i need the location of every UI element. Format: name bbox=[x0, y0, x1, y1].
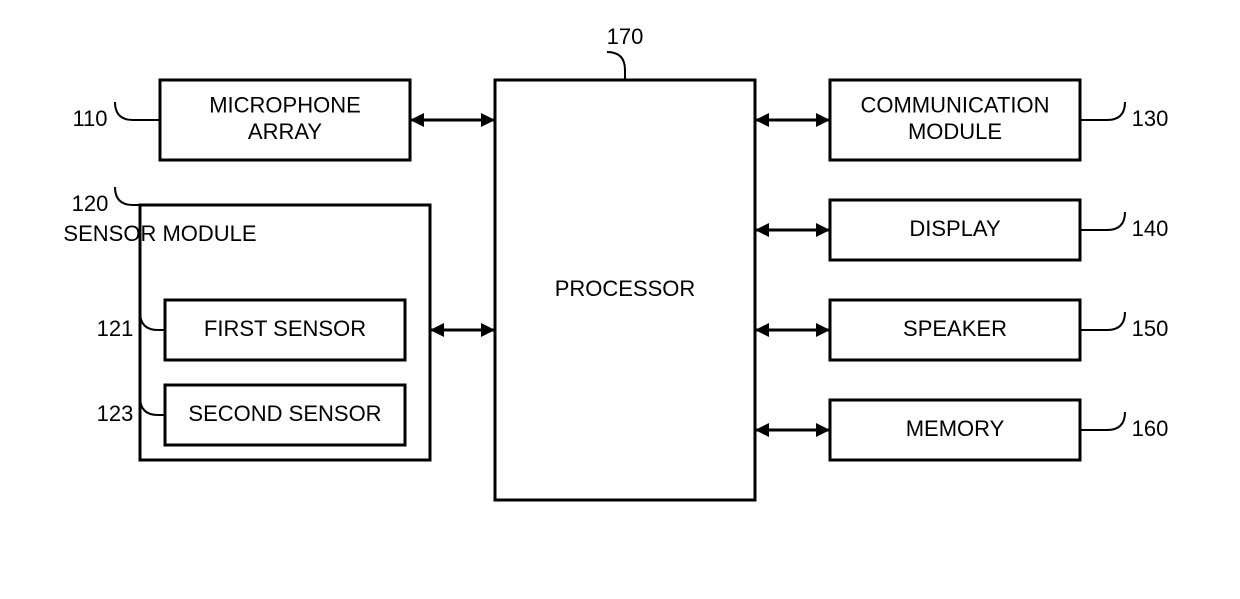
arrowhead bbox=[816, 113, 830, 127]
ref-leader bbox=[115, 187, 140, 205]
first-sensor-label: FIRST SENSOR bbox=[204, 316, 366, 341]
ref-leader bbox=[140, 312, 165, 330]
arrowhead bbox=[755, 323, 769, 337]
ref-leader bbox=[607, 52, 625, 80]
ref-number: 170 bbox=[607, 24, 644, 49]
sensor-module-label: SENSOR MODULE bbox=[63, 221, 256, 246]
ref-number: 160 bbox=[1132, 416, 1169, 441]
memory-label: MEMORY bbox=[906, 416, 1005, 441]
arrowhead bbox=[481, 323, 495, 337]
ref-leader bbox=[1080, 312, 1125, 330]
microphone-array-label: MICROPHONE bbox=[209, 93, 361, 118]
ref-leader bbox=[1080, 102, 1125, 120]
arrowhead bbox=[816, 323, 830, 337]
ref-number: 150 bbox=[1132, 316, 1169, 341]
ref-number: 140 bbox=[1132, 216, 1169, 241]
arrowhead bbox=[816, 423, 830, 437]
ref-leader bbox=[140, 397, 165, 415]
ref-leader bbox=[1080, 412, 1125, 430]
communication-module-label: COMMUNICATION bbox=[860, 93, 1049, 118]
second-sensor-label: SECOND SENSOR bbox=[188, 401, 381, 426]
ref-number: 130 bbox=[1132, 106, 1169, 131]
ref-leader bbox=[1080, 212, 1125, 230]
ref-number: 121 bbox=[97, 316, 134, 341]
arrowhead bbox=[816, 223, 830, 237]
block-diagram: PROCESSOR MICROPHONEARRAY SENSOR MODULE FIR… bbox=[0, 0, 1240, 599]
arrowhead bbox=[410, 113, 424, 127]
ref-leader bbox=[115, 102, 160, 120]
ref-number: 120 bbox=[72, 191, 109, 216]
arrowhead bbox=[755, 423, 769, 437]
display-label: DISPLAY bbox=[909, 216, 1001, 241]
ref-number: 110 bbox=[72, 106, 107, 131]
arrowhead bbox=[481, 113, 495, 127]
ref-number: 123 bbox=[97, 401, 134, 426]
arrowhead bbox=[755, 223, 769, 237]
communication-module-label: MODULE bbox=[908, 119, 1002, 144]
processor-label: PROCESSOR bbox=[555, 276, 696, 301]
arrowhead bbox=[755, 113, 769, 127]
microphone-array-label: ARRAY bbox=[248, 119, 322, 144]
arrowhead bbox=[430, 323, 444, 337]
speaker-label: SPEAKER bbox=[903, 316, 1007, 341]
